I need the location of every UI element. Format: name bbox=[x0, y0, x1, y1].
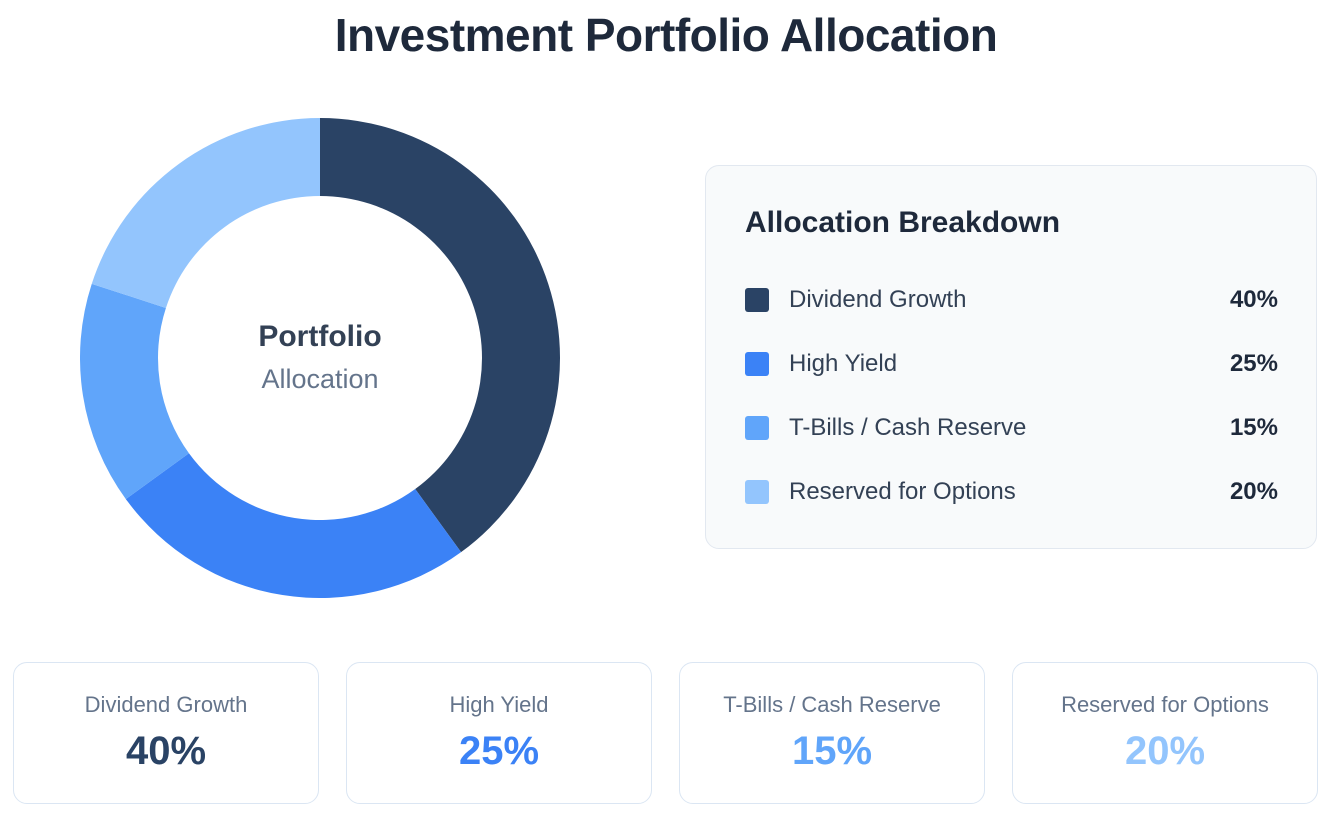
summary-card-value: 25% bbox=[458, 729, 540, 773]
summary-card-label: T-Bills / Cash Reserve bbox=[723, 692, 941, 717]
donut-slice-high-yield bbox=[125, 453, 462, 598]
legend-label: Reserved for Options bbox=[789, 478, 1016, 505]
summary-card-dividend-growth: Dividend Growth 40% bbox=[13, 662, 319, 804]
legend-item-reserved-for-options: Reserved for Options 20% bbox=[745, 472, 1278, 512]
page-title: Investment Portfolio Allocation bbox=[334, 9, 998, 61]
legend-swatch bbox=[745, 480, 769, 504]
allocation-breakdown-panel: Allocation Breakdown Dividend Growth 40%… bbox=[705, 165, 1317, 549]
legend-swatch bbox=[745, 352, 769, 376]
legend-item-high-yield: High Yield 25% bbox=[745, 344, 1278, 384]
donut-svg bbox=[80, 118, 560, 598]
legend-swatch bbox=[745, 288, 769, 312]
summary-card-label: Dividend Growth bbox=[84, 692, 248, 717]
donut-slice-dividend-growth bbox=[320, 118, 560, 553]
donut-chart: Portfolio Allocation bbox=[80, 118, 560, 598]
legend-swatch bbox=[745, 416, 769, 440]
legend-value: 40% bbox=[1229, 286, 1278, 313]
legend-label: T-Bills / Cash Reserve bbox=[789, 414, 1027, 441]
legend-item-dividend-growth: Dividend Growth 40% bbox=[745, 280, 1278, 320]
legend-label: Dividend Growth bbox=[789, 286, 967, 313]
donut-slice-reserved-for-options bbox=[91, 118, 321, 308]
summary-card-value: 40% bbox=[125, 729, 207, 773]
legend-value: 15% bbox=[1229, 414, 1278, 441]
legend-value: 25% bbox=[1229, 350, 1278, 377]
summary-card-high-yield: High Yield 25% bbox=[346, 662, 652, 804]
donut-slice-t-bills-cash-reserve bbox=[80, 283, 189, 500]
summary-card-value: 15% bbox=[791, 729, 873, 773]
summary-card-label: Reserved for Options bbox=[1061, 692, 1269, 717]
legend-item-t-bills-cash-reserve: T-Bills / Cash Reserve 15% bbox=[745, 408, 1278, 448]
summary-card-value: 20% bbox=[1124, 729, 1206, 773]
summary-card-label: High Yield bbox=[449, 692, 549, 717]
summary-card-t-bills-cash-reserve: T-Bills / Cash Reserve 15% bbox=[679, 662, 985, 804]
breakdown-title: Allocation Breakdown bbox=[745, 206, 1061, 239]
legend-value: 20% bbox=[1229, 478, 1278, 505]
legend-label: High Yield bbox=[789, 350, 898, 377]
summary-card-reserved-for-options: Reserved for Options 20% bbox=[1012, 662, 1318, 804]
